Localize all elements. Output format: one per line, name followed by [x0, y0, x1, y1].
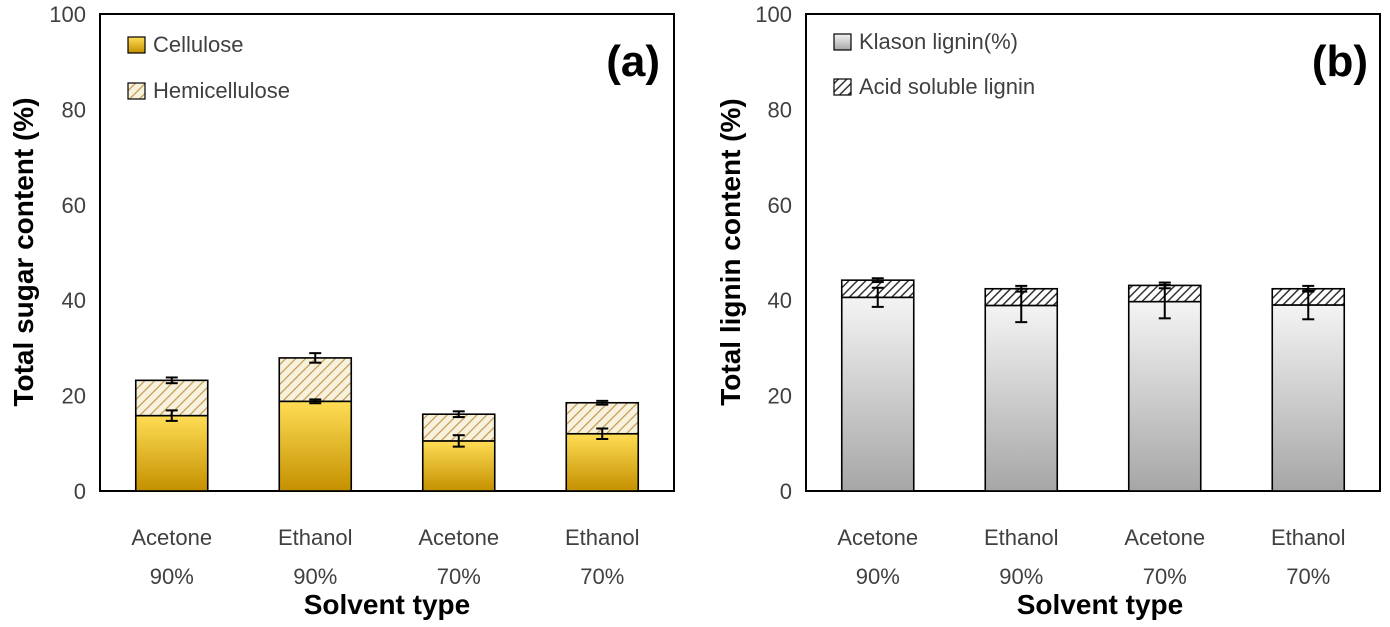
error-bar-acid-soluble-lignin	[871, 277, 884, 284]
error-bar-hemicellulose	[596, 399, 609, 406]
legend-label-cellulose: Cellulose	[153, 32, 244, 57]
y-tick-label: 80	[62, 97, 86, 122]
category-label: 90%	[293, 564, 337, 589]
y-axis-title-a: Total sugar content (%)	[8, 97, 39, 406]
y-tick-labels: 0 20 40 60 80 100	[49, 2, 86, 504]
legend-label-acid-soluble-lignin: Acid soluble lignin	[859, 74, 1035, 99]
category-label: 90%	[999, 564, 1043, 589]
category-label: Ethanol	[278, 525, 353, 550]
bar-klason-lignin	[1271, 304, 1346, 492]
error-bar-cellulose	[309, 398, 322, 405]
y-tick-label: 20	[62, 384, 86, 409]
x-axis-title-b: Solvent type	[1017, 589, 1183, 620]
plot-area-frame	[99, 13, 675, 492]
legend-swatch-acid-soluble-lignin	[833, 78, 852, 96]
bar-klason-lignin	[840, 296, 915, 492]
category-label: Ethanol	[565, 525, 640, 550]
category-label: 90%	[856, 564, 900, 589]
error-bar-acid-soluble-lignin	[1302, 284, 1315, 293]
category-label: Acetone	[131, 525, 212, 550]
category-label: Ethanol	[1271, 525, 1346, 550]
error-bar-cellulose	[596, 427, 609, 441]
y-tick-labels: 0 20 40 60 80 100	[755, 2, 792, 504]
category-labels: Acetone 90% Ethanol 90% Acetone 70% Ethanol 70%	[131, 525, 639, 589]
category-label: Acetone	[418, 525, 499, 550]
legend-swatch-klason-lignin	[833, 33, 852, 51]
category-label: 70%	[437, 564, 481, 589]
x-axis-title-a: Solvent type	[304, 589, 470, 620]
error-bar-hemicellulose	[165, 376, 178, 385]
legend-swatch-hemicellulose	[127, 82, 146, 100]
error-bars	[871, 277, 1315, 324]
bar-cellulose	[278, 400, 353, 492]
legend-swatch-cellulose	[127, 36, 146, 54]
y-tick-label: 40	[62, 288, 86, 313]
error-bar-acid-soluble-lignin	[1015, 284, 1028, 293]
bars	[134, 357, 640, 492]
y-tick-label: 80	[768, 97, 792, 122]
error-bar-hemicellulose	[452, 410, 465, 419]
error-bar-hemicellulose	[309, 352, 322, 364]
category-label: Ethanol	[984, 525, 1059, 550]
y-tick-label: 60	[62, 193, 86, 218]
category-label: Acetone	[1124, 525, 1205, 550]
category-label: 70%	[1143, 564, 1187, 589]
y-axis-title-b: Total lignin content (%)	[715, 98, 746, 405]
category-label: 70%	[1286, 564, 1330, 589]
panel-label-a: (a)	[606, 37, 660, 86]
error-bars	[165, 352, 609, 448]
category-label: 90%	[150, 564, 194, 589]
bar-klason-lignin	[984, 304, 1059, 492]
legend-label-klason-lignin: Klason lignin(%)	[859, 29, 1018, 54]
bar-cellulose	[565, 432, 640, 492]
legend: Klason lignin(%) Acid soluble lignin	[833, 29, 1035, 99]
y-tick-label: 60	[768, 193, 792, 218]
bar-hemicellulose	[278, 357, 353, 403]
bar-cellulose	[421, 440, 496, 492]
y-tick-label: 40	[768, 288, 792, 313]
plot-area-frame	[805, 13, 1381, 492]
category-label: 70%	[580, 564, 624, 589]
bar-klason-lignin	[1127, 300, 1202, 492]
panel-label-b: (b)	[1312, 37, 1368, 86]
error-bar-cellulose	[452, 434, 465, 448]
y-tick-label: 0	[780, 479, 792, 504]
bar-cellulose	[134, 414, 209, 492]
bars	[840, 279, 1346, 492]
y-tick-label: 100	[755, 2, 792, 27]
legend: Cellulose Hemicellulose	[127, 32, 290, 103]
category-label: Acetone	[837, 525, 918, 550]
y-tick-label: 100	[49, 2, 86, 27]
y-tick-label: 20	[768, 384, 792, 409]
legend-label-hemicellulose: Hemicellulose	[153, 78, 290, 103]
error-bar-cellulose	[165, 409, 178, 422]
category-labels: Acetone 90% Ethanol 90% Acetone 70% Ethanol 70%	[837, 525, 1345, 589]
y-tick-label: 0	[74, 479, 86, 504]
error-bar-acid-soluble-lignin	[1158, 281, 1171, 290]
error-bar-klason-lignin	[871, 286, 884, 308]
